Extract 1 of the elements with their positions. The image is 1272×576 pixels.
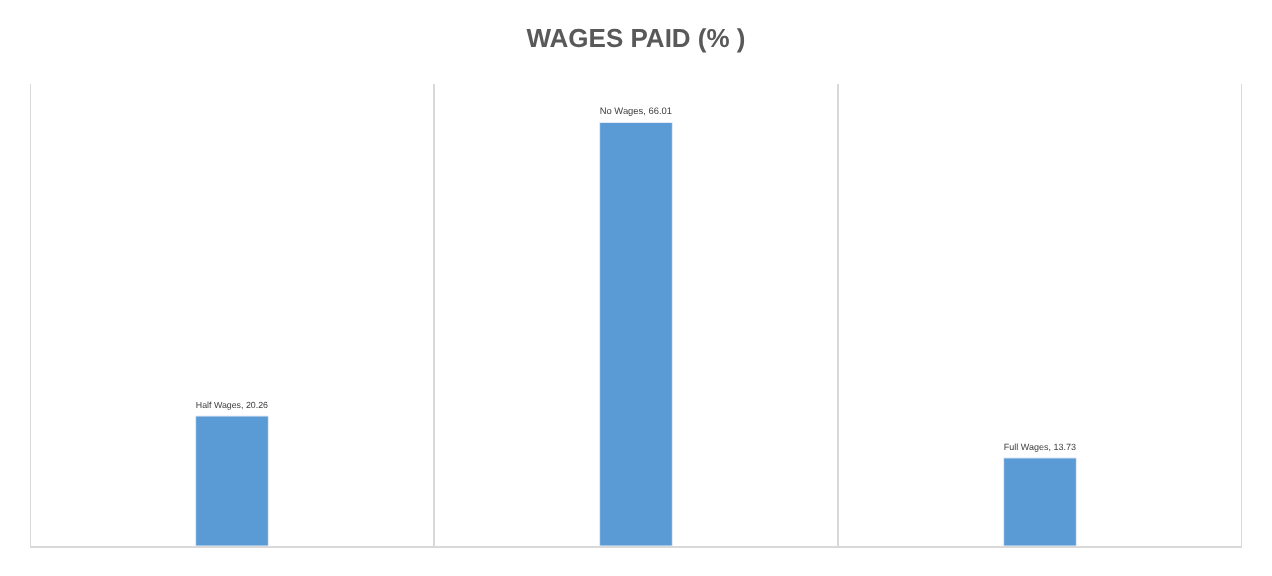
- chart-title: WAGES PAID (% ): [526, 23, 746, 53]
